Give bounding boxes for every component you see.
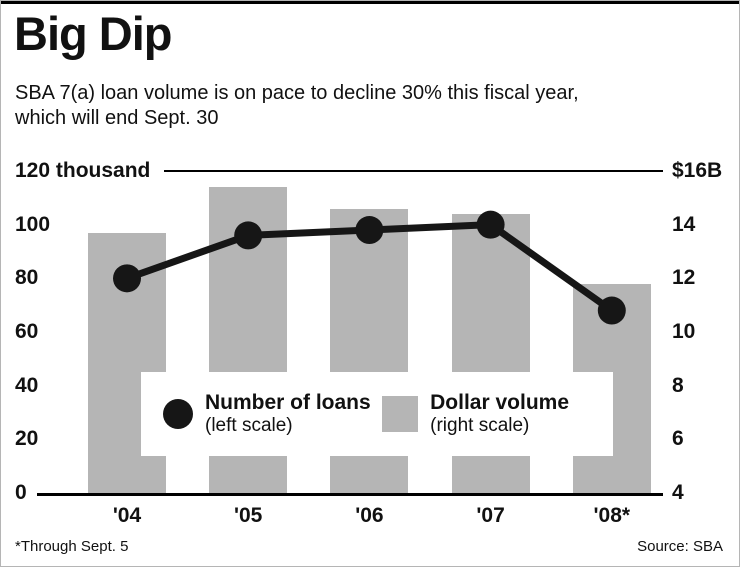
right-axis-tick-label: 12 (672, 266, 696, 290)
legend: Number of loans (left scale) Dollar volu… (141, 372, 613, 456)
x-axis-category-label: '06 (355, 504, 384, 527)
loans-data-point (355, 216, 384, 245)
x-axis-category-label: '04 (112, 504, 142, 527)
right-axis-tick-label: $16B (672, 159, 723, 182)
loans-data-point (234, 221, 263, 250)
legend-item-dollar: Dollar volume (right scale) (382, 391, 569, 437)
left-axis-tick-label: 80 (15, 266, 39, 290)
legend-loans-label: Number of loans (205, 391, 371, 414)
subtitle-line-2: which will end Sept. 30 (15, 107, 219, 129)
left-axis-tick-label: 100 (15, 212, 51, 236)
right-axis-tick-label: 8 (672, 373, 684, 397)
loans-data-point (113, 264, 141, 293)
left-axis-tick-label: 60 (15, 320, 39, 343)
legend-loans-sub: (left scale) (205, 415, 293, 437)
loans-data-point (476, 210, 505, 239)
right-axis-tick-label: 4 (672, 481, 684, 504)
legend-dollar-label: Dollar volume (430, 391, 569, 414)
legend-loans-text: Number of loans (left scale) (205, 391, 371, 437)
x-axis-category-label: '08* (593, 504, 631, 527)
left-axis-tick-label: 0 (15, 481, 27, 504)
left-axis-tick-label: 20 (15, 427, 39, 451)
top-rule (1, 1, 739, 4)
top-axis-rule (164, 170, 663, 172)
right-axis-tick-label: 6 (672, 427, 684, 451)
dollar-volume-swatch-icon (382, 395, 419, 432)
right-axis-tick-label: 14 (672, 212, 696, 236)
legend-item-loans: Number of loans (left scale) (163, 391, 371, 437)
x-axis-category-label: '07 (476, 504, 505, 527)
subtitle-line-1: SBA 7(a) loan volume is on pace to decli… (15, 82, 579, 104)
right-axis-tick-label: 10 (672, 320, 696, 343)
source-credit: Source: SBA (637, 538, 723, 555)
loans-marker-icon (163, 398, 193, 429)
left-axis-tick-label: 40 (15, 373, 39, 397)
subtitle: SBA 7(a) loan volume is on pace to decli… (15, 81, 579, 131)
legend-dollar-text: Dollar volume (right scale) (430, 391, 569, 437)
left-axis-tick-label: 120 thousand (15, 159, 151, 182)
x-axis-baseline (37, 493, 663, 496)
loans-data-point (597, 296, 626, 325)
x-axis-category-label: '05 (234, 504, 263, 527)
page-title: Big Dip (14, 7, 172, 60)
footnote: *Through Sept. 5 (15, 538, 129, 555)
legend-dollar-sub: (right scale) (430, 415, 530, 437)
